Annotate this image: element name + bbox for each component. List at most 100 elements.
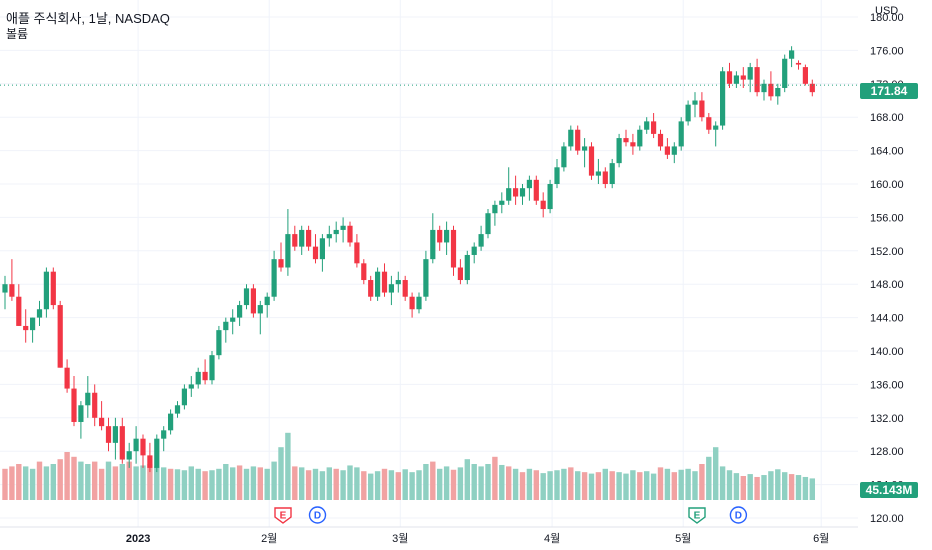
- candle-body: [492, 204, 498, 214]
- candle-body: [802, 67, 808, 84]
- candle-body: [112, 426, 118, 443]
- y-tick-label: 136.00: [870, 379, 904, 391]
- volume-bar: [657, 467, 664, 500]
- candle-body: [761, 83, 767, 93]
- volume-bar: [782, 472, 788, 500]
- y-axis: 120.00124.00128.00132.00136.00140.00144.…: [870, 12, 904, 525]
- candle-body: [754, 67, 760, 93]
- volume-bar: [443, 466, 450, 500]
- event-marker-label: D: [314, 511, 321, 522]
- event-marker-label: E: [694, 511, 701, 522]
- candle-body: [16, 296, 22, 326]
- candle-body: [57, 305, 63, 368]
- candle-body: [630, 142, 636, 147]
- candles: [2, 46, 815, 473]
- volume-bar: [236, 465, 243, 500]
- candle-body: [361, 263, 367, 281]
- candle-body: [216, 330, 222, 356]
- candle-body: [257, 305, 263, 314]
- candle-body: [595, 171, 601, 176]
- volume-bar: [112, 466, 119, 500]
- volume-bar: [616, 472, 622, 500]
- volume-bar: [381, 468, 388, 500]
- volume-bar: [188, 466, 194, 500]
- volume-bar: [644, 471, 650, 500]
- y-tick-label: 140.00: [870, 346, 904, 358]
- candle-body: [809, 83, 815, 93]
- candle-body: [181, 388, 187, 406]
- candle-body: [154, 438, 160, 468]
- volume-bar: [437, 468, 443, 500]
- volume-bar: [416, 470, 422, 500]
- candle-body: [264, 296, 270, 306]
- volume-bar: [788, 474, 795, 500]
- volume-bar: [216, 468, 222, 500]
- volume-bar: [409, 472, 415, 500]
- volume-bar: [719, 466, 726, 500]
- volume-bar: [671, 472, 677, 500]
- volume-bar: [264, 468, 270, 500]
- volume-bar: [602, 468, 608, 500]
- volume-bar: [119, 464, 125, 500]
- y-tick-label: 156.00: [870, 212, 904, 224]
- candle-body: [450, 229, 457, 268]
- candle-body: [78, 405, 84, 422]
- volume-bar: [761, 475, 767, 500]
- volume-bar: [354, 467, 360, 500]
- x-tick-label: 6월: [813, 532, 829, 545]
- volume-bar: [140, 465, 146, 500]
- candle-body: [464, 254, 470, 281]
- volume-bar: [533, 470, 539, 500]
- volume-bar: [368, 473, 374, 500]
- volume-bar: [92, 461, 98, 500]
- volume-bar: [105, 461, 112, 500]
- event-marker-label: D: [735, 511, 742, 522]
- volume-bar: [547, 471, 553, 500]
- candle-body: [782, 58, 788, 88]
- volume-bar: [685, 468, 691, 500]
- volume-bar: [499, 464, 505, 500]
- candle-body: [188, 384, 194, 389]
- candle-body: [354, 242, 360, 264]
- candle-body: [285, 234, 291, 268]
- candle-body: [147, 455, 153, 468]
- candle-body: [140, 438, 146, 456]
- currency-label: USD: [875, 5, 899, 17]
- volume-bar: [347, 465, 353, 500]
- volume-bar: [699, 464, 705, 500]
- candle-body: [457, 267, 463, 281]
- candle-body: [161, 430, 167, 439]
- volume-bar: [319, 471, 326, 500]
- candle-body: [409, 296, 415, 310]
- volume-bar: [568, 467, 574, 500]
- volume-bar: [147, 464, 153, 500]
- candle-body: [713, 125, 719, 130]
- candle-body: [2, 284, 8, 293]
- candle-body: [99, 417, 105, 427]
- y-tick-label: 176.00: [870, 45, 904, 57]
- x-tick-label: 4월: [544, 532, 560, 545]
- event-marker-label: E: [280, 511, 287, 522]
- volume-bar: [485, 464, 491, 500]
- volume-bar: [775, 469, 781, 500]
- volume-bar: [554, 470, 560, 500]
- volume-bar: [154, 466, 160, 500]
- candle-body: [423, 259, 429, 297]
- volume-bar: [181, 470, 188, 500]
- volume-bar: [374, 471, 381, 500]
- volume-bar: [174, 469, 181, 500]
- candle-body: [368, 280, 374, 297]
- candle-body: [733, 75, 739, 84]
- volume-bar: [664, 468, 671, 500]
- volume-bar: [195, 468, 201, 500]
- candle-body: [36, 309, 43, 318]
- volume-bar: [23, 466, 29, 500]
- candle-body: [292, 234, 298, 247]
- candle-body: [637, 129, 643, 147]
- volume-legend: 볼륨: [6, 27, 29, 41]
- volume-bar: [588, 473, 595, 500]
- candle-body: [789, 50, 795, 59]
- volume-bar: [161, 467, 167, 500]
- volume-bar: [57, 459, 63, 500]
